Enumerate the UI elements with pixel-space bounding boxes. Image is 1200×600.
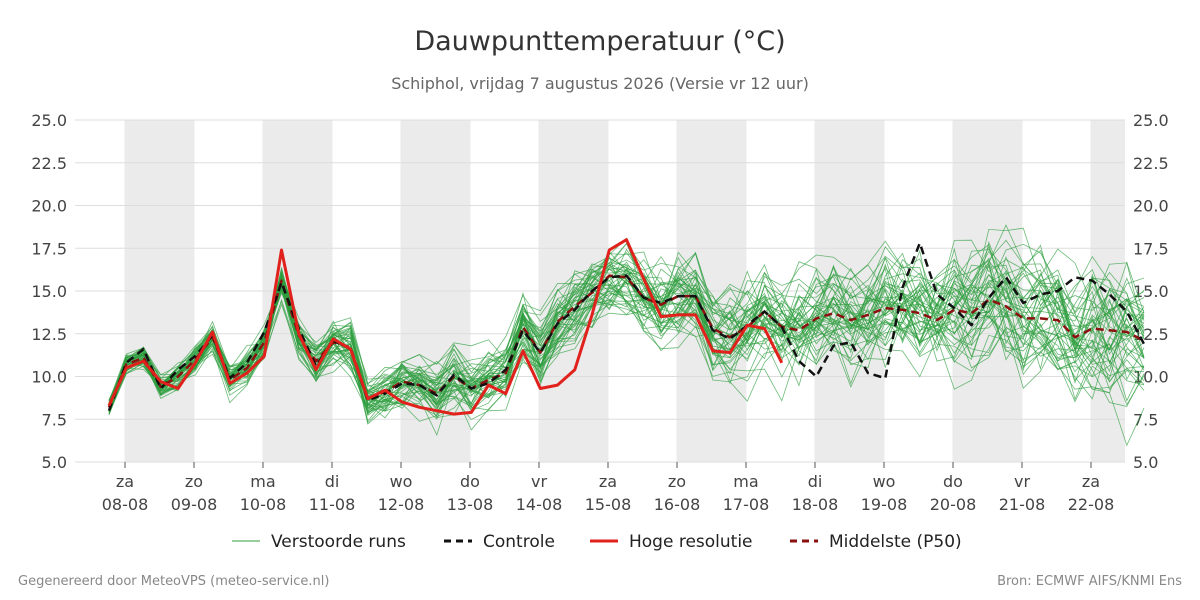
x-tick-day: do bbox=[943, 472, 963, 491]
x-tick-date: 13-08 bbox=[447, 495, 494, 514]
x-axis: za 08-08 zo 09-08 ma 10-08 di 11-08 wo 12-08 do 13-… bbox=[102, 462, 1115, 514]
plot-area bbox=[107, 224, 1146, 447]
chart-subtitle: Schiphol, vrijdag 7 augustus 2026 (Versi… bbox=[391, 74, 809, 93]
legend-label: Verstoorde runs bbox=[271, 532, 406, 552]
x-tick-date: 22-08 bbox=[1068, 495, 1115, 514]
x-tick-day: vr bbox=[531, 472, 547, 491]
x-tick-date: 14-08 bbox=[516, 495, 563, 514]
footer-left: Gegenereerd door MeteoVPS (meteo-service… bbox=[18, 574, 329, 589]
ensemble-run-line bbox=[108, 257, 1145, 413]
chart-title: Dauwpunttemperatuur (°C) bbox=[414, 26, 785, 57]
x-tick-date: 20-08 bbox=[930, 495, 977, 514]
footer-right: Bron: ECMWF AIFS/KNMI Ens bbox=[997, 574, 1182, 589]
y-tick-right: 22.5 bbox=[1133, 154, 1169, 173]
y-tick-right: 15.0 bbox=[1133, 282, 1169, 301]
y-tick-left: 15.0 bbox=[31, 282, 67, 301]
x-tick-date: 19-08 bbox=[861, 495, 908, 514]
x-tick-day: za bbox=[116, 472, 134, 491]
y-tick-left: 12.5 bbox=[31, 325, 67, 344]
y-tick-left: 7.5 bbox=[42, 410, 67, 429]
series-line-hoge-resolutie bbox=[107, 238, 784, 416]
y-axis-right: 5.0 7.5 10.0 12.5 15.0 17.5 20.0 22.5 25.0 bbox=[1133, 111, 1169, 472]
y-tick-left: 20.0 bbox=[31, 197, 67, 216]
x-tick-date: 16-08 bbox=[654, 495, 701, 514]
ensemble-run-line bbox=[108, 260, 1145, 416]
series-line-middelste-p50 bbox=[107, 274, 1145, 408]
x-tick-date: 18-08 bbox=[792, 495, 839, 514]
x-tick-date: 09-08 bbox=[171, 495, 218, 514]
x-tick-day: wo bbox=[873, 472, 896, 491]
x-tick-day: ma bbox=[733, 472, 758, 491]
y-tick-left: 10.0 bbox=[31, 368, 67, 387]
legend-label: Middelste (P50) bbox=[829, 532, 962, 552]
ensemble-run-line bbox=[108, 259, 1145, 436]
x-tick-day: za bbox=[1082, 472, 1100, 491]
y-tick-left: 25.0 bbox=[31, 111, 67, 130]
y-tick-left: 17.5 bbox=[31, 239, 67, 258]
y-tick-left: 5.0 bbox=[42, 453, 67, 472]
y-axis-left: 5.0 7.5 10.0 12.5 15.0 17.5 20.0 22.5 25.0 bbox=[31, 111, 67, 472]
y-tick-right: 7.5 bbox=[1133, 410, 1158, 429]
series-line-controle bbox=[107, 241, 1146, 412]
x-tick-date: 12-08 bbox=[378, 495, 425, 514]
y-tick-right: 5.0 bbox=[1133, 453, 1158, 472]
x-tick-day: zo bbox=[668, 472, 686, 491]
x-tick-date: 21-08 bbox=[999, 495, 1046, 514]
legend: Verstoorde runs Controle Hoge resolutie Mid… bbox=[232, 532, 962, 552]
y-tick-right: 25.0 bbox=[1133, 111, 1169, 130]
x-tick-day: zo bbox=[185, 472, 203, 491]
x-tick-date: 08-08 bbox=[102, 495, 149, 514]
y-tick-right: 12.5 bbox=[1133, 325, 1169, 344]
y-tick-right: 20.0 bbox=[1133, 197, 1169, 216]
x-tick-date: 10-08 bbox=[240, 495, 287, 514]
y-tick-right: 17.5 bbox=[1133, 239, 1169, 258]
x-tick-day: di bbox=[325, 472, 340, 491]
main-series bbox=[107, 238, 1146, 416]
ensemble-run-line bbox=[108, 247, 1145, 402]
x-tick-date: 15-08 bbox=[585, 495, 632, 514]
ensemble-run-line bbox=[108, 264, 1145, 408]
x-tick-day: di bbox=[808, 472, 823, 491]
legend-label: Hoge resolutie bbox=[629, 532, 753, 552]
x-tick-day: za bbox=[599, 472, 617, 491]
x-tick-date: 17-08 bbox=[723, 495, 770, 514]
x-tick-day: ma bbox=[250, 472, 275, 491]
x-tick-day: vr bbox=[1014, 472, 1030, 491]
x-tick-day: wo bbox=[390, 472, 413, 491]
legend-label: Controle bbox=[483, 532, 555, 552]
ensemble-run-line bbox=[108, 264, 1145, 431]
x-tick-date: 11-08 bbox=[309, 495, 356, 514]
x-tick-day: do bbox=[460, 472, 480, 491]
y-tick-right: 10.0 bbox=[1133, 368, 1169, 387]
y-tick-left: 22.5 bbox=[31, 154, 67, 173]
